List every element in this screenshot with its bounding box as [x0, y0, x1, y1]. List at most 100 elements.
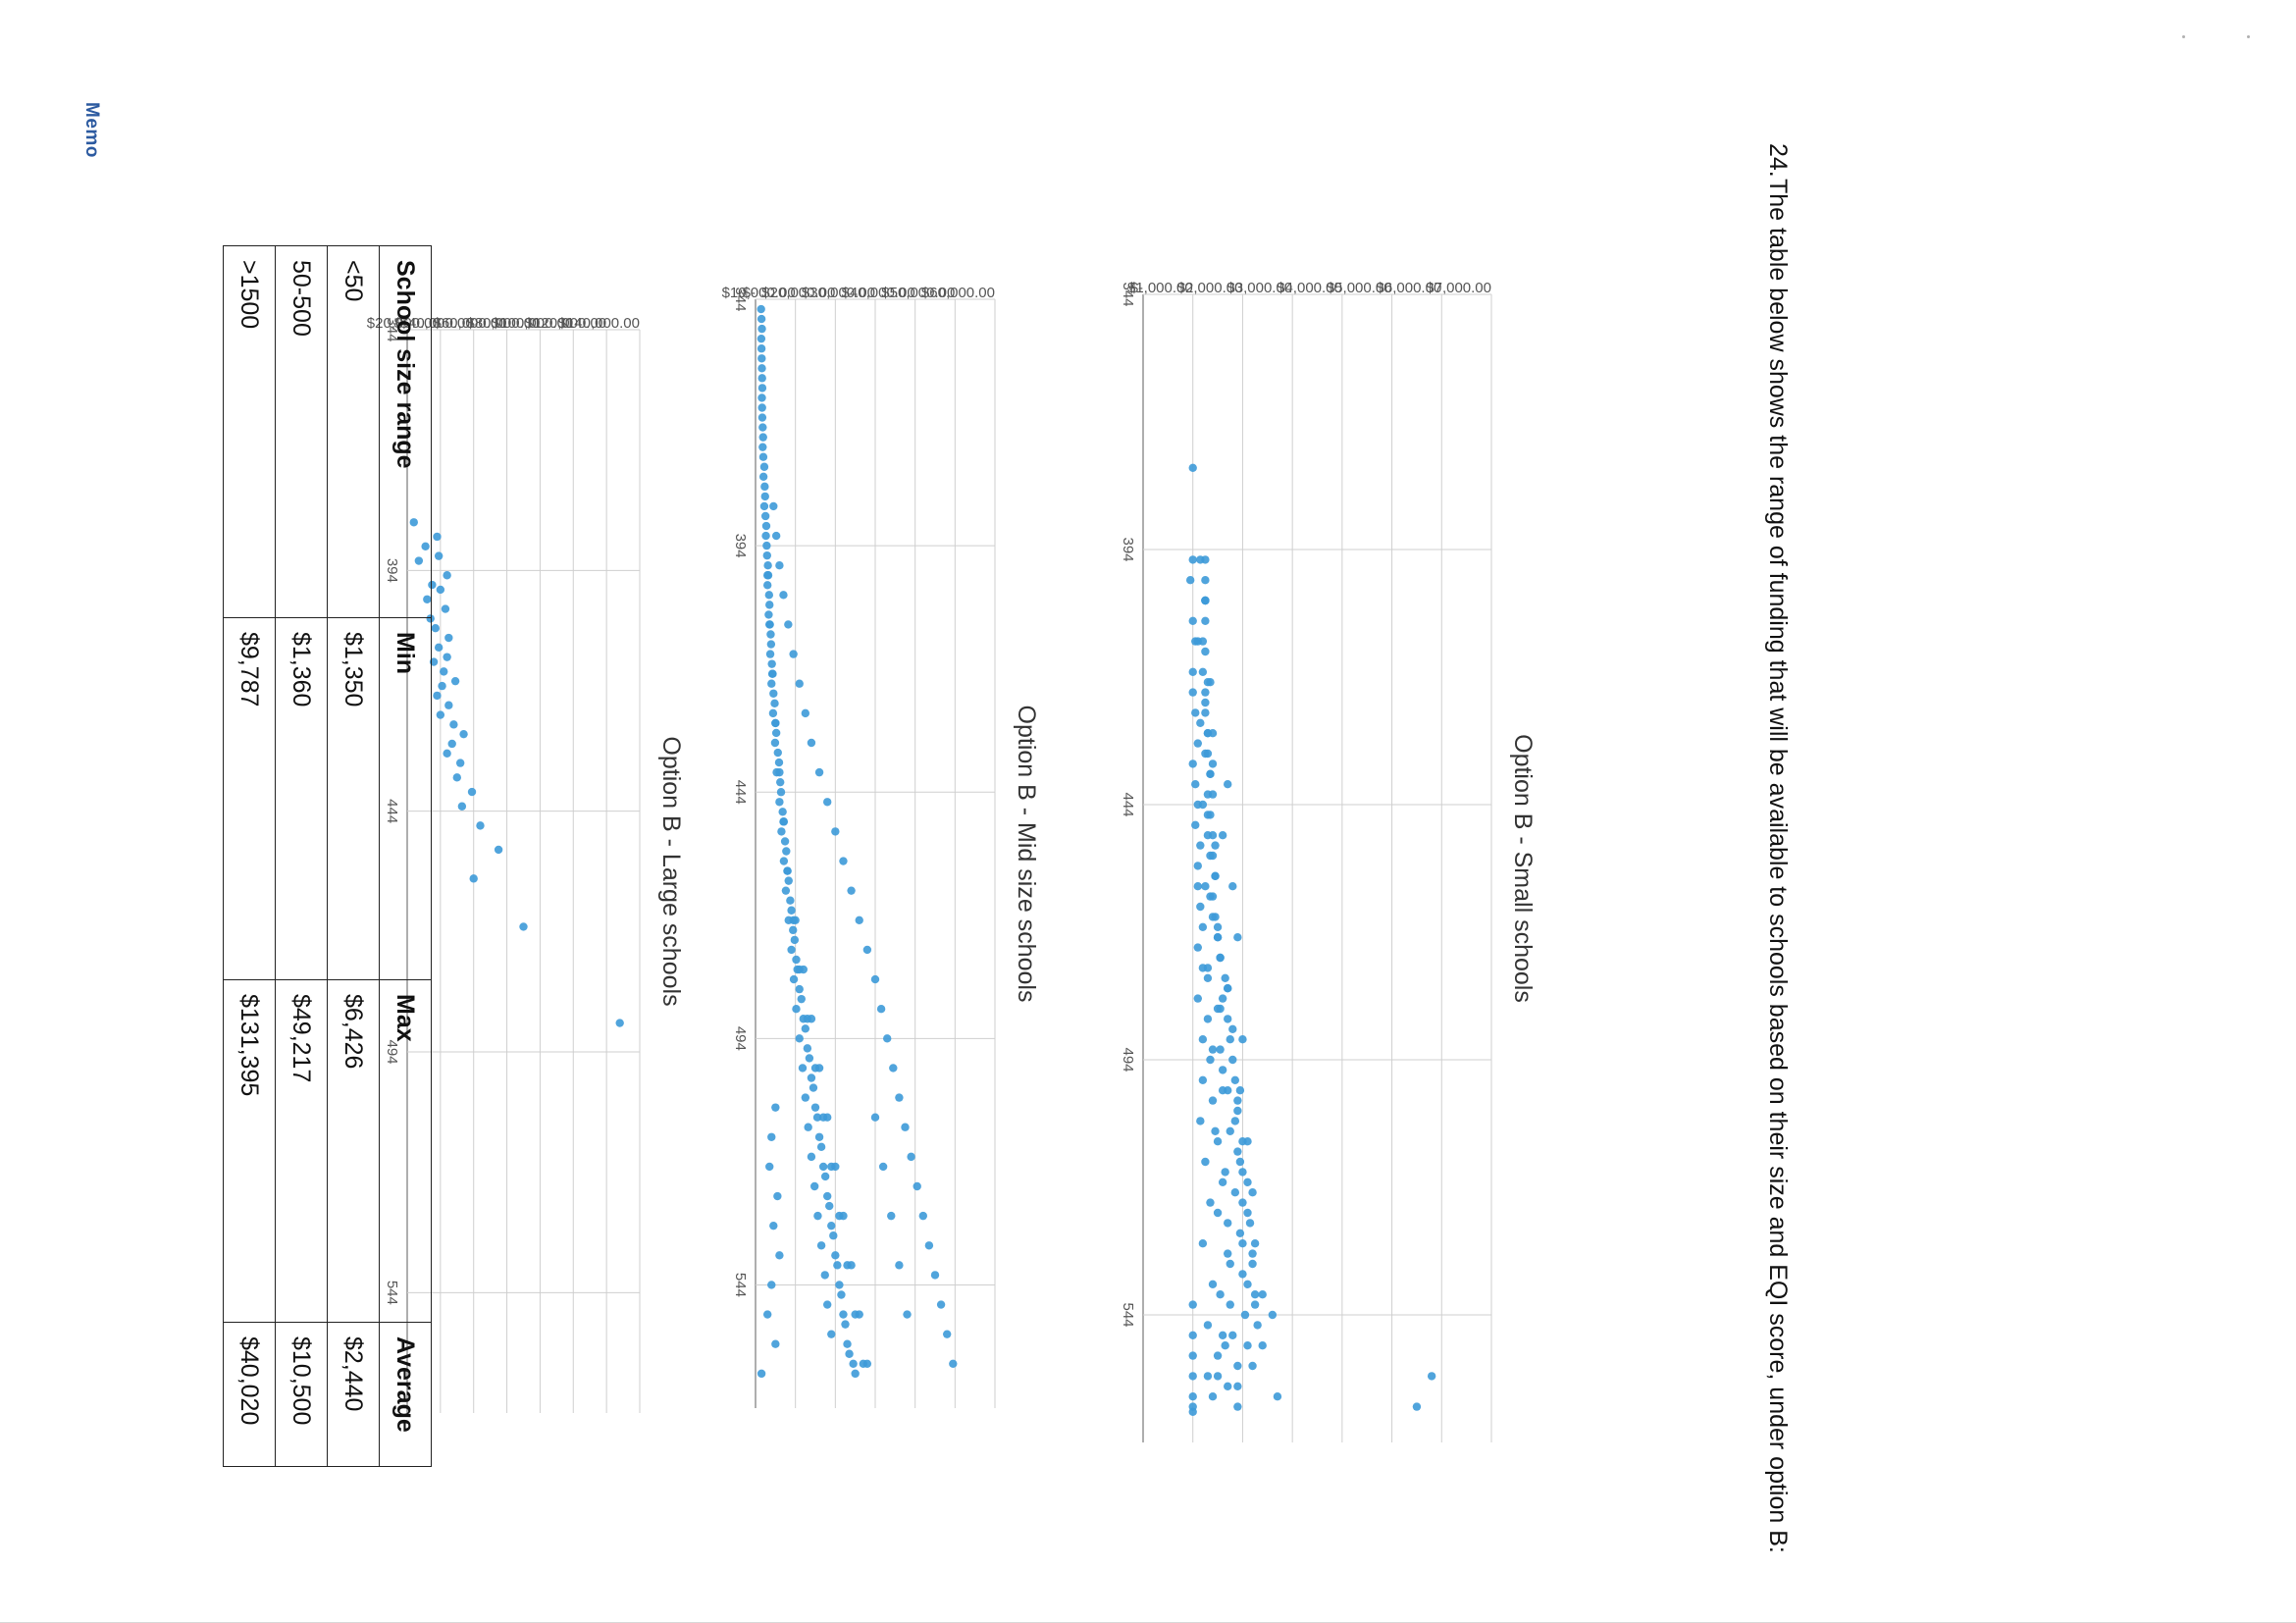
data-point-small	[1221, 1168, 1229, 1177]
data-point-mid-size	[913, 1181, 921, 1191]
data-point-small	[1208, 1045, 1218, 1054]
data-point-small	[1188, 463, 1197, 472]
data-point-small	[1245, 1219, 1255, 1228]
data-point-large	[433, 691, 442, 701]
data-point-small	[1203, 1321, 1213, 1330]
data-point-small	[1201, 1157, 1210, 1167]
data-point-small	[1226, 1300, 1234, 1309]
data-point-small	[1203, 831, 1213, 840]
table-row: >1500 $9,787 $131,395 $40,020	[223, 245, 276, 1467]
data-point-large	[447, 739, 456, 749]
data-point-small	[1224, 1015, 1232, 1023]
data-point-mid-size	[771, 1339, 780, 1348]
data-point-large	[476, 821, 485, 830]
funding-range-table: School size range Min Max Average <50 $1…	[223, 245, 432, 1467]
data-point-mid-size	[760, 482, 769, 492]
data-point-mid-size	[789, 650, 798, 658]
data-point-small	[1235, 1157, 1245, 1167]
data-point-large	[615, 1019, 624, 1027]
data-point-mid-size	[757, 314, 766, 324]
x-tick-label-large: 394	[384, 558, 400, 583]
data-point-large	[423, 595, 432, 603]
data-point-large	[434, 551, 444, 560]
data-point-mid-size	[758, 472, 768, 481]
data-point-small	[1185, 576, 1195, 585]
chart-title-mid-size: Option B - Mid size schools	[1013, 706, 1040, 1003]
data-point-small	[1201, 616, 1210, 625]
data-point-mid-size	[767, 659, 776, 668]
data-point-small	[1243, 1178, 1252, 1187]
x-tick-label-large: 444	[384, 799, 400, 823]
data-point-small	[1218, 831, 1227, 840]
data-point-mid-size	[810, 1103, 820, 1112]
data-point-mid-size	[757, 304, 765, 314]
data-point-small	[1233, 1147, 1242, 1156]
data-point-small	[1213, 933, 1223, 942]
cell-size-range: <50	[327, 245, 380, 618]
cell-max: $131,395	[223, 979, 276, 1323]
data-point-mid-size	[831, 827, 840, 836]
data-point-small	[1230, 1117, 1240, 1126]
data-point-small	[1198, 800, 1208, 810]
cell-min: $9,787	[223, 617, 276, 980]
data-point-small	[1228, 1024, 1237, 1034]
data-point-mid-size	[766, 630, 775, 639]
data-point-mid-size	[789, 925, 798, 935]
data-point-small	[1203, 749, 1213, 759]
data-point-small	[1211, 913, 1220, 921]
data-point-mid-size	[820, 1172, 830, 1181]
data-point-small	[1253, 1321, 1262, 1330]
data-point-small	[1221, 973, 1229, 982]
data-point-mid-size	[762, 571, 772, 580]
data-point-mid-size	[767, 679, 776, 688]
data-point-small	[1208, 1096, 1218, 1105]
data-point-large	[438, 681, 446, 691]
data-point-mid-size	[770, 699, 779, 708]
data-point-small	[1243, 1137, 1252, 1146]
data-point-mid-size	[765, 601, 774, 609]
cell-size-range: >1500	[223, 245, 276, 618]
data-point-small	[1228, 1331, 1237, 1340]
y-tick-label-mid-size: $30,000.00	[802, 285, 875, 301]
data-point-mid-size	[789, 974, 799, 984]
data-point-small	[1198, 1075, 1208, 1085]
y-tick-label-mid-size: $-	[743, 285, 756, 301]
data-point-mid-size	[801, 708, 810, 718]
data-point-mid-size	[849, 1359, 858, 1369]
x-tick-label-small: 544	[1120, 1302, 1136, 1327]
data-point-small	[1203, 1372, 1213, 1381]
data-point-mid-size	[809, 1181, 819, 1191]
data-point-mid-size	[757, 393, 766, 402]
data-point-small	[1233, 1096, 1242, 1105]
data-point-mid-size	[818, 1162, 828, 1172]
data-point-small	[1196, 718, 1205, 727]
x-tick-label-small: 394	[1120, 537, 1136, 561]
data-point-mid-size	[901, 1123, 910, 1131]
data-point-small	[1213, 1372, 1223, 1381]
cell-max: $6,426	[327, 979, 380, 1323]
data-point-mid-size	[839, 1211, 848, 1221]
data-point-small	[1188, 555, 1197, 564]
data-point-small	[1238, 1168, 1247, 1177]
data-point-small	[1238, 1035, 1247, 1044]
data-point-small	[1193, 994, 1202, 1003]
data-point-small	[1230, 1188, 1240, 1197]
data-point-mid-size	[769, 1221, 778, 1230]
data-point-large	[436, 585, 445, 595]
data-point-mid-size	[847, 886, 856, 895]
data-point-mid-size	[841, 1320, 850, 1329]
data-point-small	[1206, 678, 1215, 687]
y-tick-label-large: $-	[394, 315, 407, 332]
data-point-mid-size	[767, 669, 777, 678]
data-point-small	[1203, 1015, 1213, 1023]
data-point-mid-size	[792, 1004, 801, 1014]
data-point-small	[1235, 1229, 1245, 1238]
data-point-mid-size	[783, 866, 792, 875]
data-point-small	[1201, 576, 1210, 585]
data-point-small	[1248, 1188, 1257, 1197]
data-point-mid-size	[773, 1191, 782, 1201]
data-point-large	[429, 657, 439, 666]
data-point-small	[1218, 994, 1227, 1003]
